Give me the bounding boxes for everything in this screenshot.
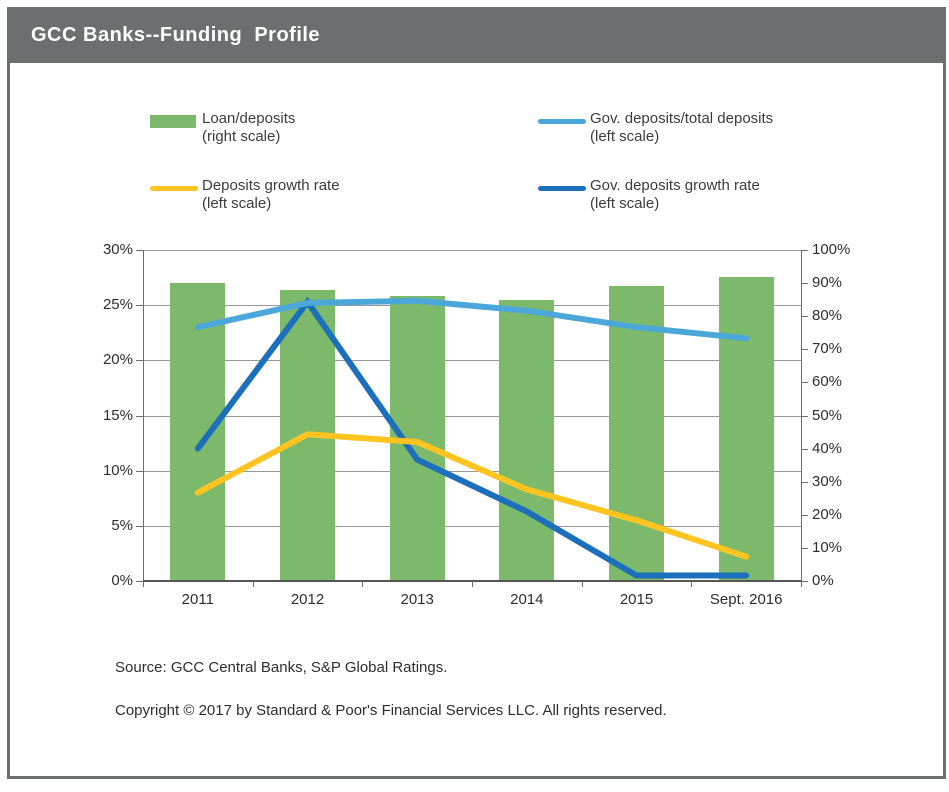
legend-line-swatch bbox=[150, 186, 198, 191]
line-series bbox=[194, 296, 750, 579]
right-axis-tick bbox=[801, 448, 808, 450]
left-axis-label: 20% bbox=[102, 351, 133, 369]
x-axis-label: 2013 bbox=[400, 591, 434, 608]
legend-scale-note: (left scale) bbox=[202, 195, 272, 212]
x-axis-label: 2011 bbox=[181, 591, 214, 608]
right-axis-line bbox=[801, 250, 802, 581]
gridline bbox=[143, 360, 801, 362]
left-axis-tick bbox=[136, 415, 143, 417]
left-axis-label: 10% bbox=[102, 461, 133, 479]
right-axis-tick bbox=[801, 316, 808, 318]
legend-scale-note: (right scale) bbox=[202, 128, 281, 145]
legend-line-swatch bbox=[538, 119, 586, 124]
right-axis-label: 10% bbox=[812, 538, 843, 556]
legend-scale-note: (left scale) bbox=[590, 195, 660, 212]
x-axis-tick bbox=[801, 581, 802, 587]
source-note: Source: GCC Central Banks, S&P Global Ra… bbox=[115, 659, 448, 676]
bar-loan-deposits bbox=[718, 276, 774, 581]
line-series bbox=[194, 297, 750, 342]
right-axis-tick bbox=[801, 250, 808, 251]
right-axis-tick bbox=[801, 415, 808, 417]
left-axis-line bbox=[143, 250, 144, 581]
right-axis-label: 70% bbox=[812, 340, 843, 358]
legend-label: Deposits growth rate bbox=[202, 177, 340, 194]
legend-line-swatch bbox=[538, 186, 586, 191]
right-axis-tick bbox=[801, 349, 808, 351]
right-axis-tick bbox=[801, 283, 808, 285]
right-axis-tick bbox=[801, 514, 808, 516]
right-axis-label: 80% bbox=[812, 307, 843, 325]
gridline bbox=[143, 250, 801, 251]
left-axis-label: 5% bbox=[111, 516, 133, 534]
legend-label: Loan/deposits bbox=[202, 110, 296, 127]
x-axis-label: 2015 bbox=[619, 591, 654, 608]
legend-label: Gov. deposits growth rate bbox=[590, 177, 760, 194]
right-axis-label: 0% bbox=[812, 572, 834, 589]
left-axis-label: 0% bbox=[111, 572, 133, 589]
x-axis-tick bbox=[143, 581, 144, 587]
x-axis-tick bbox=[362, 581, 364, 587]
right-axis-label: 30% bbox=[812, 472, 843, 490]
right-axis-tick bbox=[801, 481, 808, 483]
gridline bbox=[143, 470, 801, 472]
right-axis-label: 50% bbox=[812, 406, 843, 424]
legend-bar-swatch bbox=[150, 115, 196, 128]
copyright-note: Copyright © 2017 by Standard & Poor's Fi… bbox=[115, 702, 667, 719]
x-axis-tick bbox=[691, 581, 693, 587]
left-axis-tick bbox=[136, 360, 143, 362]
left-axis-tick bbox=[136, 305, 143, 307]
left-axis-label: 30% bbox=[102, 241, 133, 258]
x-axis-tick bbox=[581, 581, 583, 587]
right-axis-tick bbox=[801, 581, 808, 582]
line-series bbox=[194, 431, 750, 560]
bar-loan-deposits bbox=[499, 299, 555, 581]
right-axis-tick bbox=[801, 382, 808, 384]
legend-label: Gov. deposits/total deposits bbox=[590, 110, 774, 127]
bar-loan-deposits bbox=[170, 283, 226, 581]
left-axis-tick bbox=[136, 525, 143, 527]
left-axis-tick bbox=[136, 581, 143, 582]
chart-title: GCC Banks--Funding Profile bbox=[31, 24, 321, 46]
x-axis-tick bbox=[252, 581, 254, 587]
chart-card: GCC Banks--Funding Profile bbox=[7, 7, 946, 779]
right-axis-label: 100% bbox=[812, 241, 851, 258]
left-axis-label: 15% bbox=[102, 406, 133, 424]
legend-scale-note: (left scale) bbox=[590, 128, 660, 145]
right-axis-label: 60% bbox=[812, 373, 843, 391]
right-axis-label: 90% bbox=[812, 274, 843, 292]
left-axis-tick bbox=[136, 470, 143, 472]
bar-loan-deposits bbox=[609, 286, 664, 581]
gridline bbox=[143, 415, 801, 417]
right-axis-tick bbox=[801, 547, 808, 549]
right-axis-label: 40% bbox=[812, 439, 843, 457]
chart-header-bar: GCC Banks--Funding Profile bbox=[10, 10, 943, 63]
x-axis-label: 2012 bbox=[290, 591, 325, 608]
right-axis-label: 20% bbox=[812, 505, 843, 523]
line-chart-layer bbox=[194, 296, 750, 579]
x-axis-tick bbox=[472, 581, 473, 587]
left-axis-label: 25% bbox=[102, 296, 133, 314]
x-axis-label: 2014 bbox=[510, 591, 544, 608]
gridline bbox=[143, 525, 801, 527]
left-axis-tick bbox=[136, 250, 143, 251]
x-axis-label: Sept. 2016 bbox=[709, 591, 783, 608]
